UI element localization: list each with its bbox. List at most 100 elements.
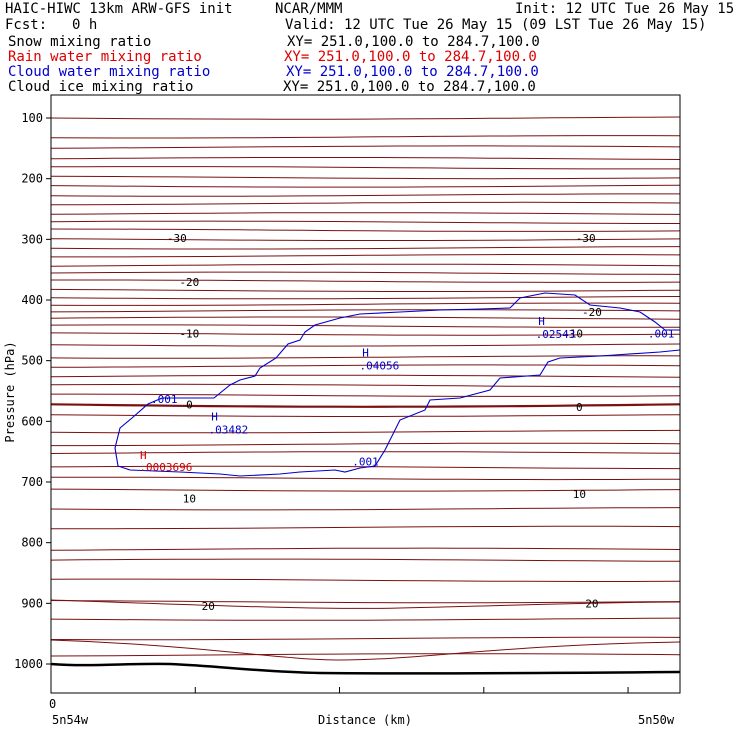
- isotherm-line: [51, 507, 680, 511]
- isotherm-line: [51, 271, 680, 275]
- temperature-contours: [51, 116, 680, 661]
- isotherm-line: [51, 145, 680, 149]
- cloud-water-contour: [114, 292, 681, 477]
- y-tick-label: 400: [21, 293, 43, 307]
- isotherm-line: [51, 442, 680, 447]
- isotherm-line: [51, 332, 680, 336]
- cloud-water-contours: [114, 292, 681, 477]
- cloud-water-max-marker: H: [211, 410, 218, 423]
- field-name-cloud-water: Cloud water mixing ratio: [8, 64, 211, 80]
- isotherm-line: [51, 639, 680, 661]
- isotherm-line: [51, 279, 680, 283]
- isotherm-line: [51, 175, 680, 180]
- y-tick-label: 600: [21, 414, 43, 428]
- isotherm-line: [51, 246, 680, 250]
- isotherm-label: -30: [167, 232, 187, 245]
- isotherm-label: -10: [563, 327, 583, 340]
- center-name: NCAR/MMM: [275, 1, 343, 17]
- isotherm-line: [51, 302, 680, 306]
- isotherm-label: 10: [183, 492, 196, 505]
- terrain-surface: [50, 662, 681, 675]
- isotherm-line: [51, 193, 680, 197]
- isotherm-line: [51, 228, 680, 232]
- isotherm-line: [51, 184, 680, 188]
- isotherm-line: [51, 201, 680, 206]
- y-axis-label: Pressure (hPa): [3, 341, 17, 442]
- field-xy-snow: XY= 251.0,100.0 to 284.7,100.0: [287, 34, 540, 50]
- isotherm-line: [51, 316, 680, 320]
- rain-max-marker: H: [140, 449, 147, 462]
- isotherm-label: -20: [582, 306, 602, 319]
- isotherm-line: [51, 309, 680, 313]
- field-name-rain: Rain water mixing ratio: [8, 49, 202, 65]
- isotherm-line: [51, 355, 680, 359]
- isotherm-line: [51, 653, 680, 657]
- y-tick-label: 700: [21, 475, 43, 489]
- isotherm-line: [51, 476, 680, 481]
- isotherm-label: -30: [576, 232, 596, 245]
- isotherm-line: [51, 374, 680, 378]
- isotherm-line: [51, 488, 680, 492]
- init-time: Init: 12 UTC Tue 26 May 15: [515, 1, 735, 17]
- isotherm-line: [51, 343, 680, 347]
- isotherm-line: [51, 212, 680, 215]
- isotherm-line: [51, 238, 680, 241]
- isotherm-line: [51, 525, 680, 530]
- field-name-cloud-ice: Cloud ice mixing ratio: [8, 79, 194, 95]
- isotherm-label: 20: [202, 600, 215, 613]
- isotherm-line: [51, 558, 680, 562]
- y-tick-label: 500: [21, 354, 43, 368]
- x-tick-zero: 0: [49, 697, 56, 711]
- x-right-location: 5n50w: [638, 713, 675, 727]
- isotherm-line: [51, 600, 680, 604]
- isotherm-line: [51, 429, 680, 434]
- x-axis-label: Distance (km): [318, 713, 412, 727]
- isotherm-line: [51, 578, 680, 582]
- isotherm-line: [51, 465, 680, 470]
- rain-max-value: .0003696: [139, 461, 192, 474]
- valid-time: Valid: 12 UTC Tue 26 May 15 (09 LST Tue …: [285, 17, 707, 33]
- plot-border: [50, 94, 681, 694]
- cloud-water-max-value: .02543: [536, 328, 576, 341]
- isotherm-label: 0: [186, 398, 193, 411]
- forecast-label: Fcst:: [5, 17, 48, 33]
- isotherm-line: [51, 617, 680, 621]
- y-tick-label: 100: [21, 111, 43, 125]
- y-tick-label: 900: [21, 596, 43, 610]
- isotherm-line: [51, 166, 680, 170]
- isotherm-label: -10: [179, 327, 199, 340]
- isotherm-line: [51, 288, 680, 292]
- cloud-water-max-marker: H: [538, 315, 545, 328]
- y-tick-label: 800: [21, 536, 43, 550]
- y-tick-label: 300: [21, 232, 43, 246]
- cloud-water-contour-label: .001: [352, 455, 379, 468]
- cloud-water-max-value: .04056: [360, 360, 400, 373]
- isotherm-line: [51, 116, 680, 120]
- y-tick-label: 200: [21, 172, 43, 186]
- isotherm-line: [51, 135, 680, 139]
- cloud-water-max-marker: H: [362, 347, 369, 360]
- freezing-level-line: [51, 403, 680, 408]
- isotherm-label: 20: [585, 597, 598, 610]
- field-xy-rain: XY= 251.0,100.0 to 284.7,100.0: [284, 49, 537, 65]
- isotherm-label: 10: [573, 488, 586, 501]
- contour-labels: -30 -30 -20 -20 -10 -10 0 0 10 10 20 20 .001 .001 .001…: [139, 232, 674, 613]
- x-left-location: 5n54w: [52, 713, 89, 727]
- isotherm-label: -20: [179, 276, 199, 289]
- isotherm-line: [51, 220, 680, 224]
- isotherm-line: [51, 451, 680, 454]
- model-title: HAIC-HIWC 13km ARW-GFS init: [5, 1, 233, 17]
- isotherm-line: [51, 414, 680, 417]
- field-xy-cloud-water: XY= 251.0,100.0 to 284.7,100.0: [286, 64, 539, 80]
- forecast-value: 0 h: [72, 17, 98, 33]
- isotherm-line: [51, 383, 680, 388]
- field-name-snow: Snow mixing ratio: [8, 34, 152, 50]
- isotherm-line: [51, 263, 680, 267]
- isotherm-line: [51, 324, 680, 328]
- isotherm-line: [51, 157, 680, 160]
- field-xy-cloud-ice: XY= 251.0,100.0 to 284.7,100.0: [283, 79, 536, 95]
- isotherm-line: [51, 599, 680, 609]
- isotherm-line: [51, 364, 680, 368]
